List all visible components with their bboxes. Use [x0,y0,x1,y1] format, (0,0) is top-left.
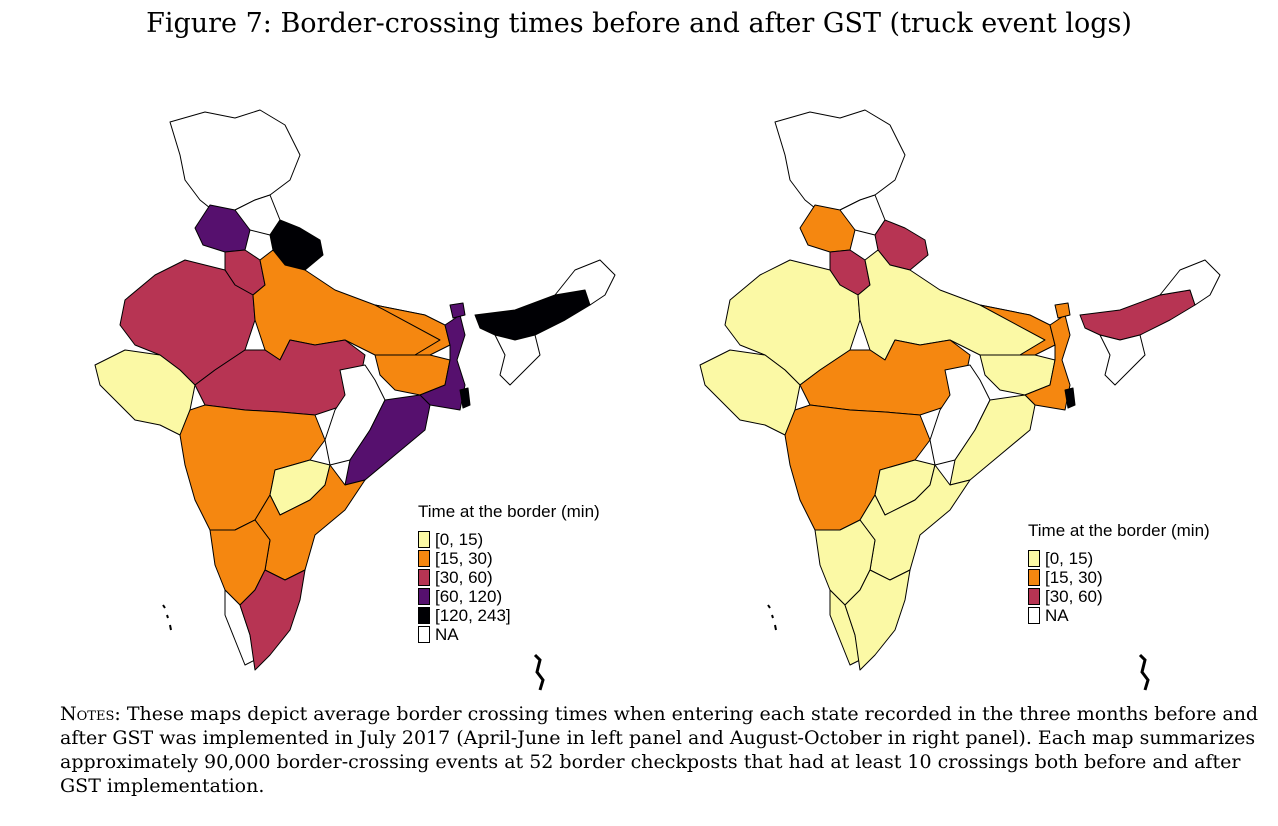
region-sikkim [1054,302,1071,319]
region-arunachal-pradesh [1159,259,1221,306]
legend-after: Time at the border (min) [0, 15) [15, 30)… [1028,521,1210,625]
region-bihar [979,304,1056,356]
legend-items: [0, 15) [15, 30) [30, 60) NA [1028,549,1210,625]
legend-label: [60, 120) [435,587,503,606]
legend-label: [15, 30) [435,549,493,568]
region-west-bengal [1024,314,1071,411]
region-tripura [1064,387,1076,409]
legend-item: [15, 30) [418,549,600,568]
map-after-gst: Time at the border (min) [0, 15) [15, 30)… [690,100,1250,700]
region-odisha [949,394,1036,486]
legend-swatch [1028,607,1040,624]
legend-label: [30, 60) [435,568,493,587]
lakshadweep-islands [767,604,777,631]
legend-item: NA [418,625,600,644]
legend-swatch [1028,588,1040,605]
region-west-bengal [419,314,466,411]
legend-swatch [418,531,430,548]
region-northeast-other [1099,334,1146,386]
legend-swatch [418,607,430,624]
notes-text: These maps depict average border crossin… [60,703,1259,797]
legend-item: [30, 60) [418,568,600,587]
legend-item: [60, 120) [418,587,600,606]
legend-swatch [1028,550,1040,567]
andaman-islands [533,653,545,691]
legend-swatch [418,588,430,605]
legend-item: [0, 15) [418,530,600,549]
legend-before: Time at the border (min) [0, 15) [15, 30)… [418,502,600,644]
legend-item: [30, 60) [1028,587,1210,606]
region-bihar [374,304,451,356]
legend-title: Time at the border (min) [1028,521,1210,540]
notes-label: Notes: [60,703,121,725]
figure-title: Figure 7: Border-crossing times before a… [146,8,1132,39]
legend-item: NA [1028,606,1210,625]
figure-notes: Notes: These maps depict average border … [60,702,1260,798]
legend-swatch [1028,569,1040,586]
legend-label: [30, 60) [1045,587,1103,606]
legend-title: Time at the border (min) [418,502,600,521]
india-map-before [94,109,616,691]
region-jammu-kashmir [169,109,301,213]
legend-label: NA [435,625,459,644]
legend-item: [15, 30) [1028,568,1210,587]
region-sikkim [449,302,466,319]
legend-label: NA [1045,606,1069,625]
region-assam [1079,289,1196,341]
legend-swatch [418,569,430,586]
map-before-gst: Time at the border (min) [0, 15) [15, 30)… [85,100,645,700]
legend-swatch [418,626,430,643]
region-arunachal-pradesh [554,259,616,306]
region-tamil-nadu [844,569,911,671]
legend-label: [0, 15) [1045,549,1094,568]
legend-item: [0, 15) [1028,549,1210,568]
legend-label: [0, 15) [435,530,484,549]
region-odisha [344,394,431,486]
region-northeast-other [494,334,541,386]
legend-item: [120, 243] [418,606,600,625]
legend-swatch [418,550,430,567]
legend-items: [0, 15) [15, 30) [30, 60) [60, 120) [120, 24… [418,530,600,644]
india-map-after [699,109,1221,691]
lakshadweep-islands [162,604,172,631]
region-tamil-nadu [239,569,306,671]
region-tripura [459,387,471,409]
region-assam [474,289,591,341]
region-jammu-kashmir [774,109,906,213]
legend-label: [120, 243] [435,606,511,625]
legend-label: [15, 30) [1045,568,1103,587]
andaman-islands [1138,653,1150,691]
